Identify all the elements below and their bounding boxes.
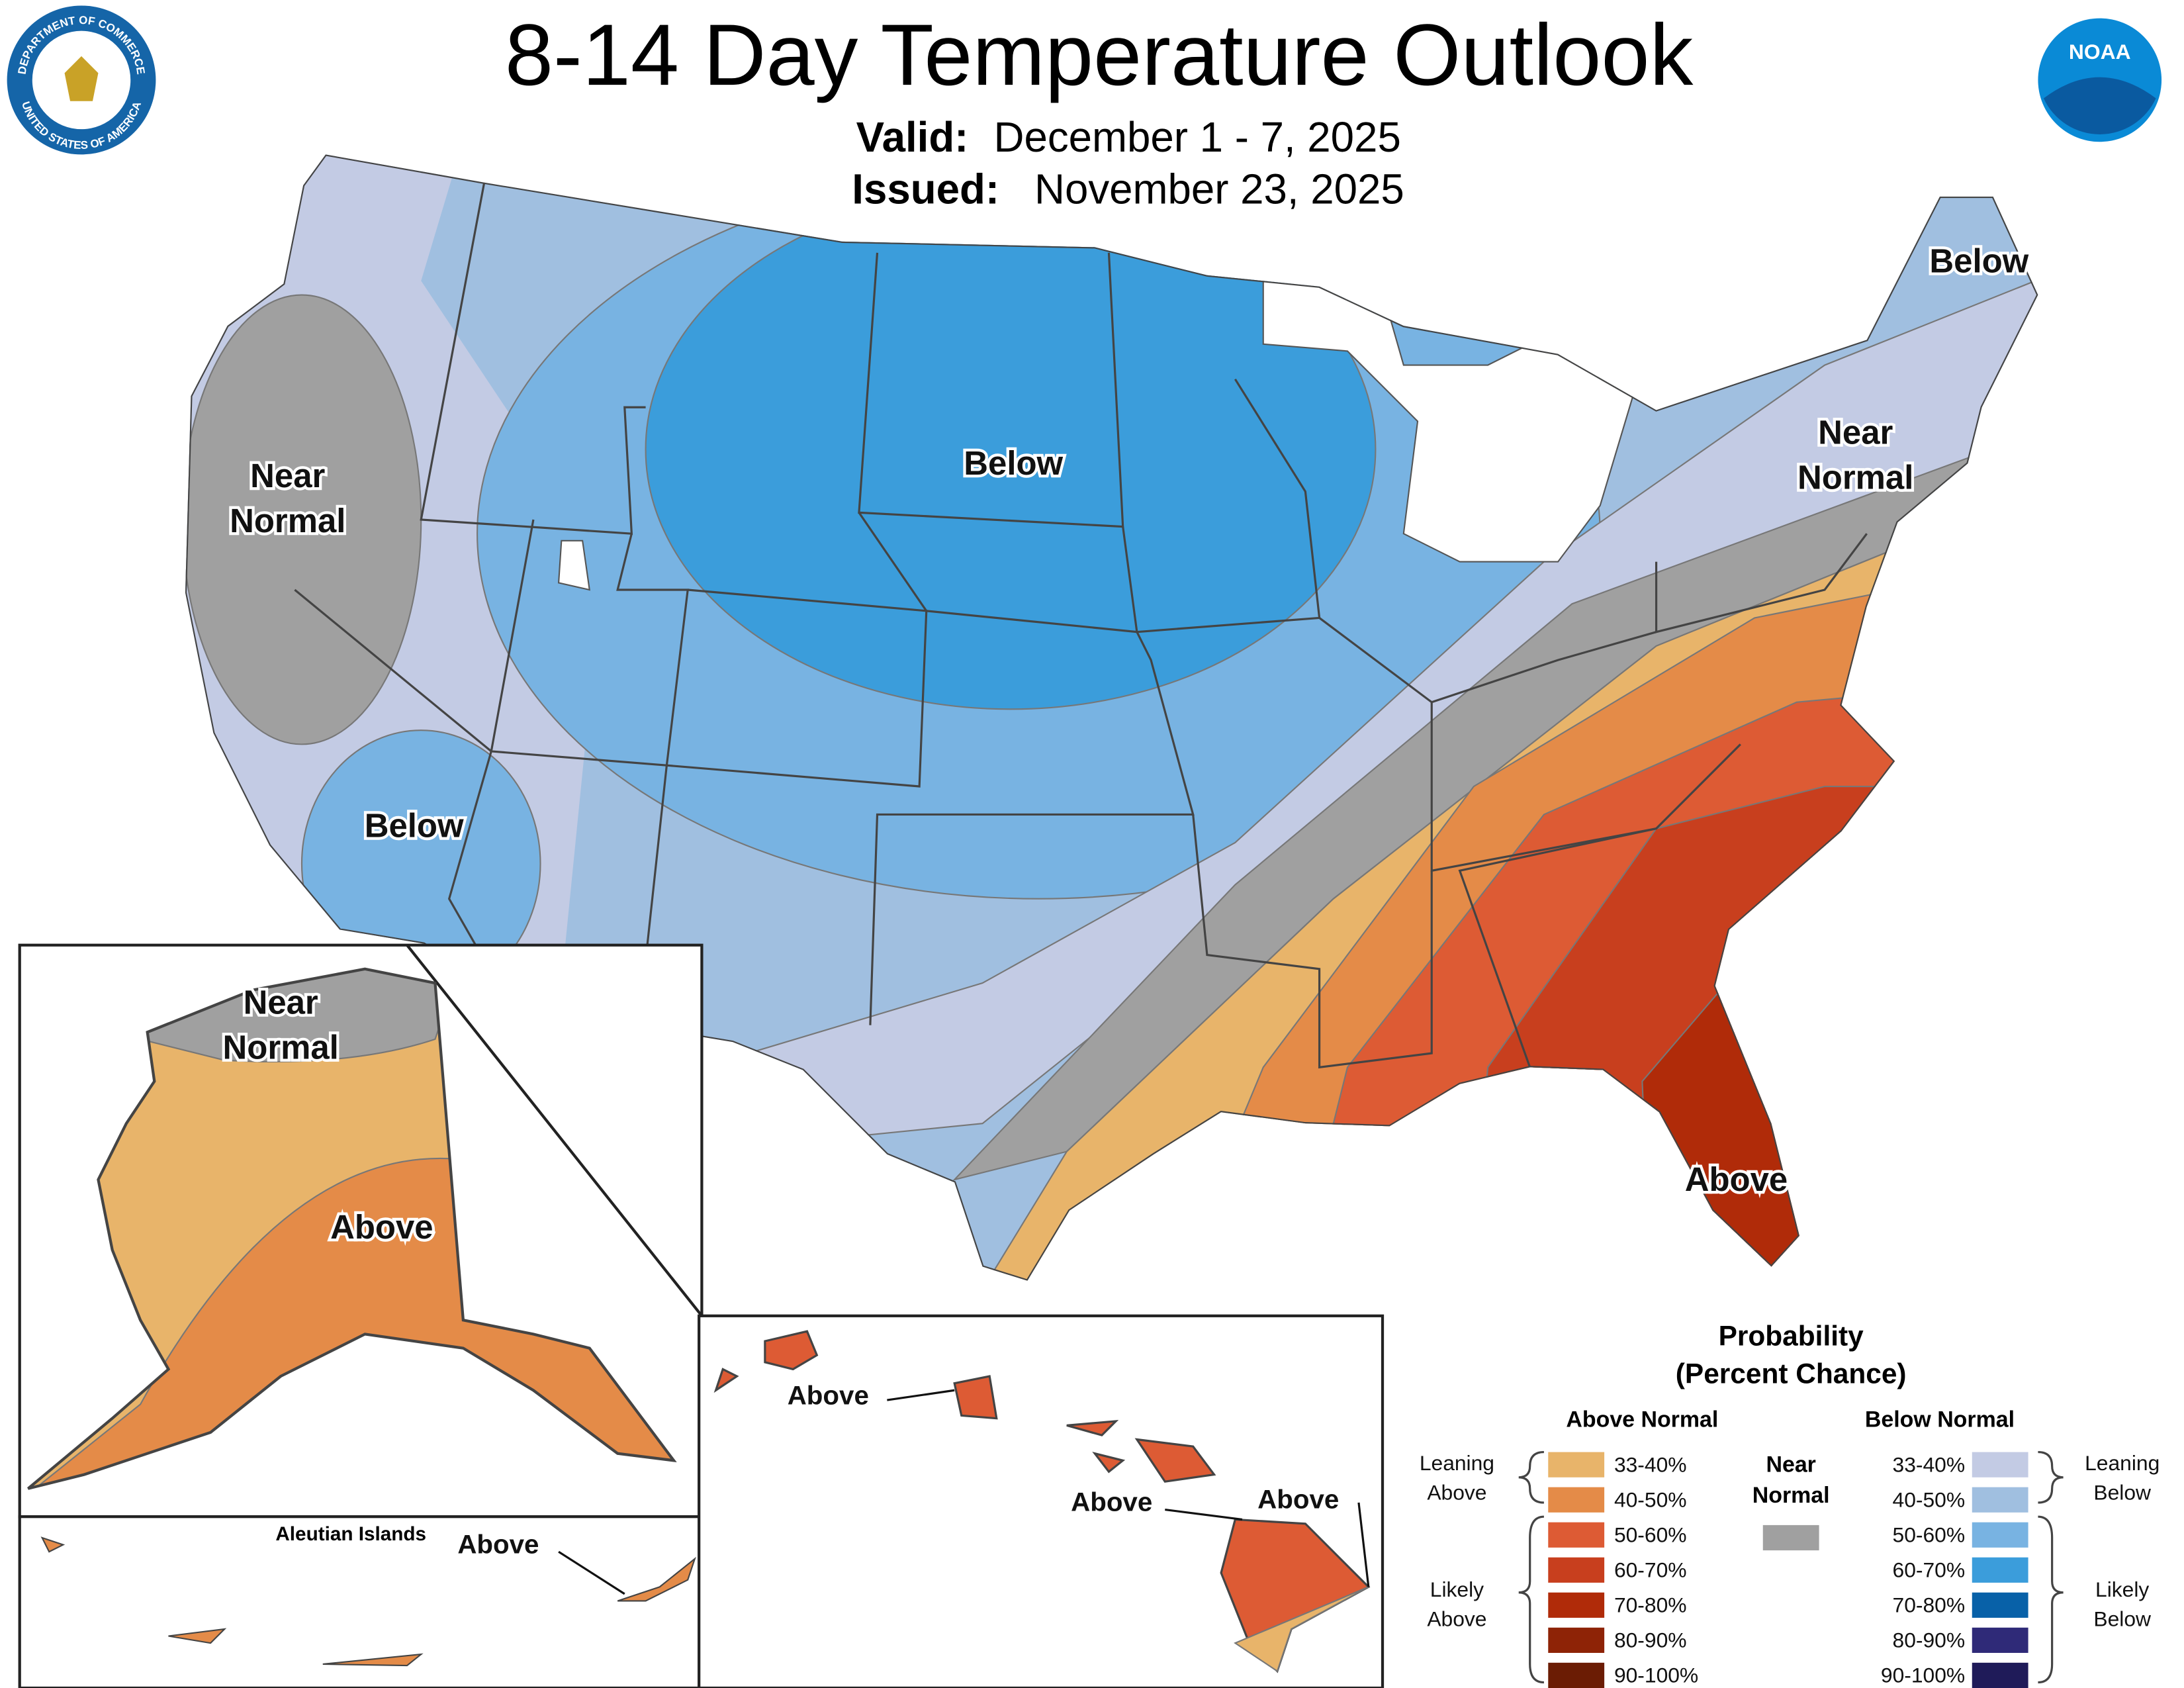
hawaii-inset: Above Above Above xyxy=(698,1314,1385,1688)
map-label: Normal xyxy=(223,1029,339,1066)
issued-date: November 23, 2025 xyxy=(1034,165,1404,212)
legend-group-title: Above Normal xyxy=(1566,1407,1718,1432)
legend-swatch xyxy=(1548,1522,1605,1548)
legend-swatch xyxy=(1972,1627,2028,1653)
map-label: Normal xyxy=(230,502,345,539)
map-label: Near xyxy=(244,984,318,1021)
legend-label: 40-50% xyxy=(1893,1487,1966,1511)
commerce-seal: DEPARTMENT OF COMMERCE UNITED STATES OF … xyxy=(7,5,156,155)
legend-label: 60-70% xyxy=(1893,1558,1966,1581)
alaska-inset: Near Normal Above xyxy=(18,943,704,1519)
legend-label: 60-70% xyxy=(1614,1558,1687,1581)
legend-swatch xyxy=(1548,1592,1605,1618)
legend-swatch xyxy=(1972,1557,2028,1583)
legend-swatch xyxy=(1548,1557,1605,1583)
bracket-label: Above xyxy=(1427,1607,1486,1631)
legend-label: 50-60% xyxy=(1893,1523,1966,1546)
map-label: Above xyxy=(1685,1160,1788,1198)
issued-label: Issued: xyxy=(852,165,999,212)
legend-swatch xyxy=(1972,1522,2028,1548)
bracket-label: Likely xyxy=(1430,1577,1484,1601)
legend-title: Probability xyxy=(1719,1320,1864,1351)
legend-label: 80-90% xyxy=(1893,1628,1966,1652)
map-label: Below xyxy=(964,444,1063,482)
legend-label: 80-90% xyxy=(1614,1628,1687,1652)
legend-swatch xyxy=(1548,1487,1605,1513)
legend-group-title: Below Normal xyxy=(1865,1407,2015,1432)
map-label: Below xyxy=(1929,242,2028,280)
aleutian-inset: Aleutian Islands Above xyxy=(18,1515,704,1688)
bracket-label: Above xyxy=(1427,1481,1486,1505)
bracket-label: Leaning xyxy=(1420,1451,1494,1475)
map-label: Near xyxy=(250,457,325,494)
legend-label: 33-40% xyxy=(1893,1452,1966,1476)
valid-label: Valid: xyxy=(856,114,969,161)
legend-swatch xyxy=(1548,1627,1605,1653)
map-label: Near xyxy=(1818,413,1893,451)
noaa-text: NOAA xyxy=(2069,40,2131,64)
legend-near-title: Near xyxy=(1766,1452,1815,1477)
legend-subtitle: (Percent Chance) xyxy=(1676,1358,1907,1389)
bracket-label: Below xyxy=(2093,1481,2152,1505)
map-label: Above xyxy=(457,1529,539,1559)
legend-label: 40-50% xyxy=(1614,1487,1687,1511)
legend-label: 70-80% xyxy=(1614,1593,1687,1617)
legend-swatch xyxy=(1548,1662,1605,1688)
legend-swatch xyxy=(1762,1524,1819,1551)
noaa-logo: NOAA xyxy=(2038,18,2162,142)
map-label: Below xyxy=(365,806,464,844)
legend-swatch xyxy=(1972,1662,2028,1688)
valid-dates: December 1 - 7, 2025 xyxy=(994,114,1401,161)
bracket-label: Below xyxy=(2093,1607,2152,1631)
legend-swatch xyxy=(1972,1592,2028,1618)
map-label: Above xyxy=(1071,1487,1152,1517)
legend-label: 70-80% xyxy=(1893,1593,1966,1617)
legend-label: 33-40% xyxy=(1614,1452,1687,1476)
legend-label: 50-60% xyxy=(1614,1523,1687,1546)
legend-swatch xyxy=(1972,1452,2028,1477)
title: 8-14 Day Temperature Outlook xyxy=(505,6,1694,103)
legend: Probability (Percent Chance) Above Norma… xyxy=(1420,1320,2160,1688)
map-label: Above xyxy=(788,1380,869,1410)
map-label: Above xyxy=(330,1208,433,1246)
legend-swatch xyxy=(1972,1487,2028,1513)
bracket-label: Leaning xyxy=(2085,1451,2160,1475)
legend-label: 90-100% xyxy=(1881,1664,1965,1687)
bracket-label: Likely xyxy=(2095,1577,2149,1601)
inset-title: Aleutian Islands xyxy=(275,1523,426,1545)
map-label: Above xyxy=(1257,1484,1339,1514)
map-label: Normal xyxy=(1797,458,1913,496)
legend-swatch xyxy=(1548,1452,1605,1477)
legend-label: 90-100% xyxy=(1614,1664,1698,1687)
legend-near-title: Normal xyxy=(1752,1483,1830,1508)
